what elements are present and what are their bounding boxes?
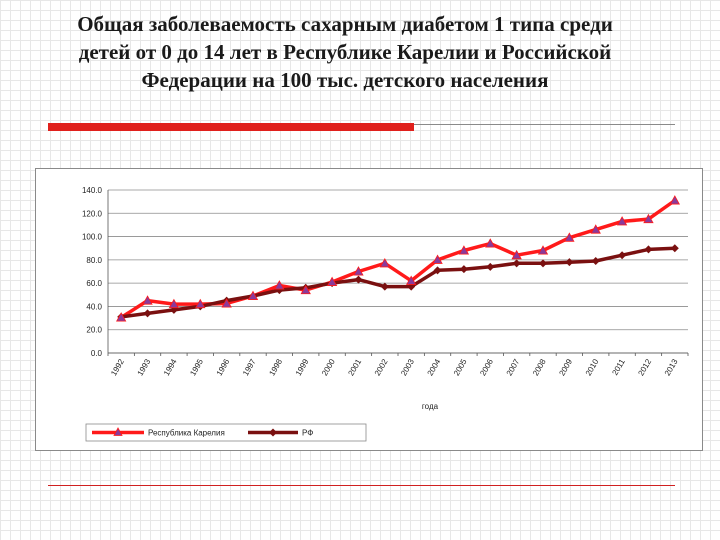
data-point-karelia	[379, 258, 390, 268]
slide-title-line-3: Федерации на 100 тыс. детского населения	[141, 68, 549, 92]
x-tick-label: 2001	[346, 357, 363, 377]
bottom-divider-line	[48, 485, 675, 486]
x-tick-label: 2008	[531, 357, 548, 377]
data-point-karelia	[537, 245, 549, 255]
y-tick-label: 80.0	[86, 256, 102, 265]
data-point-karelia	[669, 195, 680, 205]
x-tick-label: 2010	[584, 357, 601, 377]
data-point-karelia	[116, 312, 127, 322]
slide-title-line-2: детей от 0 до 14 лет в Республике Карели…	[78, 40, 612, 64]
data-point-rf	[433, 266, 442, 275]
data-point-karelia	[274, 280, 285, 290]
x-tick-label: 2004	[426, 357, 443, 377]
data-point-karelia	[432, 254, 443, 264]
data-point-karelia	[643, 213, 654, 224]
y-tick-label: 60.0	[86, 279, 102, 288]
y-tick-label: 120.0	[82, 209, 103, 218]
x-tick-label: 1993	[136, 357, 153, 377]
legend-marker-karelia	[113, 427, 123, 436]
x-tick-label: 2009	[557, 357, 574, 377]
data-point-rf	[354, 275, 363, 284]
data-point-karelia	[485, 238, 496, 248]
data-point-rf	[539, 259, 547, 268]
data-point-rf	[670, 244, 679, 253]
x-tick-label: 2011	[610, 357, 627, 377]
data-point-karelia	[511, 249, 522, 260]
data-point-rf	[380, 282, 389, 291]
y-tick-label: 140.0	[82, 186, 103, 195]
x-tick-label: 1992	[109, 357, 126, 377]
x-tick-label: 2007	[505, 357, 522, 377]
y-tick-label: 20.0	[86, 326, 102, 335]
x-tick-label: 2000	[320, 357, 337, 377]
line-chart: 0.0 20.0 40.0 60.0 80.0 100.0 120.0 140.0 1992 19…	[82, 186, 689, 442]
data-point-rf	[512, 259, 521, 268]
data-point-karelia	[300, 284, 311, 295]
legend-marker-rf	[269, 428, 277, 437]
x-tick-label: 2012	[636, 357, 653, 377]
x-tick-label: 1994	[162, 357, 179, 377]
chart-frame: 0.0 20.0 40.0 60.0 80.0 100.0 120.0 140.0 1992 19…	[35, 168, 703, 451]
data-point-rf	[618, 251, 627, 260]
data-point-karelia	[247, 290, 259, 300]
data-point-karelia	[168, 298, 180, 309]
data-point-rf	[591, 257, 600, 266]
data-point-karelia	[406, 275, 417, 285]
series-line-rf	[120, 246, 675, 319]
data-point-karelia	[564, 232, 575, 242]
y-tick-label: 40.0	[86, 302, 102, 311]
series-line-karelia	[120, 199, 676, 319]
data-point-rf	[143, 309, 152, 318]
x-tick-label: 1997	[241, 357, 258, 377]
legend-label-rf: РФ	[302, 429, 313, 438]
legend-label-karelia: Республика Карелия	[148, 429, 225, 438]
y-tick-label: 0.0	[91, 349, 103, 358]
data-point-karelia	[590, 224, 601, 234]
data-point-karelia	[326, 276, 338, 286]
slide-title-line-1: Общая заболеваемость сахарным диабетом 1…	[77, 12, 613, 36]
x-axis-title: года	[422, 402, 439, 411]
data-point-karelia	[142, 295, 153, 305]
data-point-karelia	[616, 216, 628, 226]
x-tick-label: 1995	[188, 357, 205, 377]
slide-title: Общая заболеваемость сахарным диабетом 1…	[20, 10, 670, 94]
data-point-karelia	[353, 266, 364, 276]
data-point-karelia	[195, 298, 206, 309]
data-point-rf	[644, 245, 653, 254]
data-point-karelia	[458, 245, 470, 255]
x-tick-label: 1996	[215, 357, 232, 377]
x-tick-label: 2005	[452, 357, 469, 377]
data-point-rf	[486, 262, 495, 271]
x-tick-label: 2002	[373, 357, 390, 377]
x-tick-label: 2013	[663, 357, 680, 377]
title-accent-bar	[48, 123, 414, 131]
y-tick-label: 100.0	[82, 233, 103, 242]
data-point-rf	[459, 265, 468, 274]
x-tick-label: 1999	[294, 357, 311, 377]
data-point-karelia	[221, 298, 232, 308]
x-tick-label: 2003	[399, 357, 416, 377]
data-point-rf	[565, 258, 574, 267]
legend-box	[85, 423, 367, 442]
x-tick-label: 2006	[478, 357, 495, 377]
x-tick-label: 1998	[267, 357, 284, 377]
